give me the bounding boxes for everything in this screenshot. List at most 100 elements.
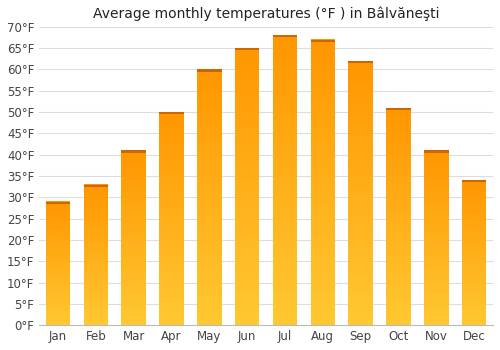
Bar <box>310 64 335 68</box>
Bar <box>160 200 184 203</box>
Bar <box>386 129 411 132</box>
Bar <box>122 268 146 271</box>
Bar <box>348 223 373 226</box>
Bar <box>160 274 184 277</box>
Bar <box>386 146 411 148</box>
Bar <box>310 311 335 315</box>
Bar <box>310 54 335 57</box>
Bar <box>46 203 70 205</box>
Bar <box>197 216 222 220</box>
Bar <box>235 114 260 117</box>
Bar <box>348 180 373 183</box>
Bar <box>122 227 146 229</box>
Bar <box>462 305 486 307</box>
Bar <box>160 272 184 274</box>
Bar <box>46 263 70 265</box>
Bar <box>197 133 222 136</box>
Bar <box>84 316 108 318</box>
Bar <box>122 203 146 205</box>
Bar <box>462 229 486 231</box>
Bar <box>386 208 411 211</box>
Bar <box>424 244 448 246</box>
Bar <box>235 204 260 208</box>
Bar <box>84 295 108 297</box>
Bar <box>424 314 448 316</box>
Bar <box>310 68 335 72</box>
Bar <box>348 272 373 276</box>
Bar <box>46 235 70 237</box>
Bar <box>84 197 108 198</box>
Bar <box>235 235 260 239</box>
Bar <box>272 155 297 159</box>
Bar <box>197 242 222 245</box>
Bar <box>348 77 373 81</box>
Bar <box>462 289 486 291</box>
Bar <box>235 200 260 204</box>
Bar <box>160 208 184 211</box>
Bar <box>462 215 486 217</box>
Bar <box>46 206 70 208</box>
Bar <box>310 71 335 75</box>
Bar <box>424 246 448 249</box>
Bar <box>197 168 222 172</box>
Bar <box>310 61 335 64</box>
Bar <box>235 62 260 65</box>
Bar <box>84 235 108 237</box>
Bar <box>122 192 146 194</box>
Bar <box>386 148 411 151</box>
Bar <box>46 226 70 228</box>
Bar <box>310 200 335 204</box>
Bar <box>462 309 486 311</box>
Bar <box>348 312 373 315</box>
Bar <box>122 211 146 214</box>
Bar <box>235 221 260 225</box>
Bar <box>348 170 373 173</box>
Bar <box>272 158 297 162</box>
Bar <box>160 112 184 115</box>
Bar <box>197 290 222 293</box>
Bar <box>272 140 297 144</box>
Bar <box>235 280 260 284</box>
Bar <box>348 203 373 206</box>
Bar <box>462 258 486 260</box>
Bar <box>235 76 260 79</box>
Bar <box>386 287 411 290</box>
Bar <box>386 140 411 143</box>
Bar <box>197 245 222 248</box>
Bar <box>424 242 448 244</box>
Bar <box>272 115 297 119</box>
Bar <box>272 86 297 90</box>
Bar <box>122 216 146 218</box>
Bar <box>46 245 70 246</box>
Bar <box>386 317 411 320</box>
Bar <box>424 292 448 295</box>
Bar <box>386 265 411 268</box>
Bar <box>84 311 108 313</box>
Bar <box>310 293 335 297</box>
Bar <box>160 285 184 288</box>
Bar <box>46 307 70 308</box>
Bar <box>197 98 222 102</box>
Bar <box>235 304 260 308</box>
Bar <box>424 159 448 161</box>
Bar <box>272 97 297 100</box>
Bar <box>462 247 486 249</box>
Bar <box>310 175 335 179</box>
Bar <box>272 147 297 151</box>
Bar <box>160 173 184 176</box>
Bar <box>424 266 448 268</box>
Bar <box>310 93 335 97</box>
Bar <box>235 297 260 301</box>
Bar <box>386 151 411 154</box>
Bar <box>160 194 184 197</box>
Bar <box>424 284 448 286</box>
Bar <box>122 321 146 323</box>
Bar <box>386 254 411 257</box>
Bar <box>197 284 222 287</box>
Bar <box>386 164 411 168</box>
Bar <box>272 213 297 217</box>
Bar <box>272 289 297 293</box>
Bar <box>197 155 222 159</box>
Bar <box>348 156 373 160</box>
Bar <box>197 69 222 71</box>
